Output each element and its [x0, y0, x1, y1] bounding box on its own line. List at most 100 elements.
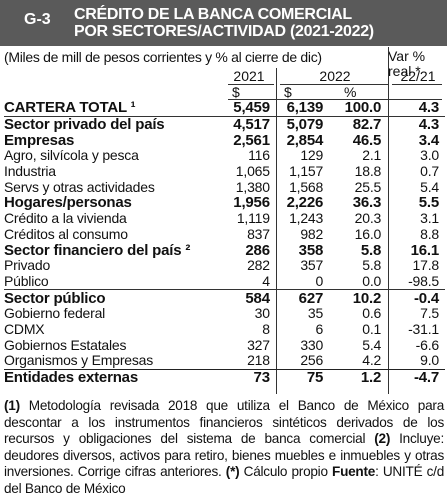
value-var: -6.6 — [415, 336, 440, 353]
note-2-mark: (2) — [374, 431, 391, 447]
value-pct: 4.2 — [362, 352, 382, 369]
table-row: Crédito a la vivienda 1,119 1,243 20.3 3.1 — [4, 211, 445, 227]
note-3-text: Cálculo propio — [239, 464, 333, 480]
row-label: Gobierno federal — [4, 305, 106, 322]
value-2021: 73 — [218, 368, 272, 386]
row-label: Entidades externas — [4, 368, 219, 386]
title-line-1: CRÉDITO DE LA BANCA COMERCIAL — [74, 6, 352, 23]
value-2021: 1,380 — [235, 178, 270, 195]
value-2021: 1,956 — [233, 194, 270, 212]
table-row: Público 4 0 0.0 -98.5 — [4, 272, 445, 290]
col-divider-1 — [276, 68, 277, 394]
value-pct: 5.8 — [360, 241, 382, 259]
value-2022: 982 — [300, 225, 324, 242]
value-var: 3.0 — [420, 147, 439, 164]
row-label: Sector público — [4, 289, 219, 306]
row-label: Créditos al consumo — [4, 225, 128, 242]
rule-2022 — [280, 84, 388, 85]
value-2022: 358 — [298, 241, 324, 259]
row-label: Hogares/personas — [4, 194, 132, 212]
value-2021: 5,459 — [233, 99, 270, 117]
value-2021: 4 — [262, 272, 270, 289]
note-1-text: Metodología revisada 2018 que utiliza el… — [4, 398, 444, 447]
value-var: 3.1 — [420, 210, 439, 227]
value-2022: 75 — [271, 368, 326, 386]
source-label: Fuente — [332, 464, 376, 480]
note-3-mark: (*) — [225, 464, 240, 480]
row-label: Sector financiero del país ² — [4, 241, 191, 259]
value-pct: 20.3 — [354, 210, 382, 227]
table-row: CDMX 8 6 0.1 -31.1 — [4, 322, 445, 338]
value-2021: 1,065 — [235, 163, 270, 180]
value-2022: 6,139 — [286, 99, 324, 117]
value-var: 16.1 — [410, 241, 440, 259]
table-title: CRÉDITO DE LA BANCA COMERCIAL POR SECTOR… — [74, 6, 374, 40]
value-2021: 837 — [247, 225, 270, 242]
value-var: 9.0 — [420, 352, 439, 369]
table-row: Sector privado del país 4,517 5,079 82.7 4.3 — [4, 115, 445, 133]
value-pct: 2.1 — [362, 147, 382, 164]
var-label-line-2: real * — [388, 63, 421, 79]
value-var: 5.4 — [420, 178, 439, 195]
value-pct: 0.6 — [362, 305, 382, 322]
value-2021: 8 — [262, 320, 270, 337]
table-row: Hogares/personas 1,956 2,226 36.3 5.5 — [4, 195, 445, 211]
year-var: 22/21 — [400, 68, 436, 84]
var-column-label: Var % real * — [388, 49, 444, 79]
value-2022: 129 — [300, 147, 324, 164]
value-2021: 584 — [218, 289, 272, 306]
note-2-text: Incluye: deudores diversos, activos para… — [4, 431, 444, 480]
value-2021: 30 — [254, 305, 270, 322]
table-row: Servs y otras actividades 1,380 1,568 25.5 5… — [4, 179, 445, 195]
row-label: Público — [4, 272, 49, 289]
value-2021: 1,119 — [236, 210, 270, 227]
value-2021: 327 — [247, 336, 270, 353]
value-pct: 18.8 — [354, 163, 382, 180]
row-label: Agro, silvícola y pesca — [4, 147, 139, 164]
table-row: Entidades externas 73 75 1.2 -4.7 — [4, 368, 445, 386]
row-label: Privado — [4, 257, 51, 274]
value-pct: 46.5 — [352, 131, 382, 149]
table-row: Sector público 584 627 10.2 -0.4 — [4, 289, 445, 306]
value-var: 5.5 — [418, 194, 439, 212]
unit-2022: $ — [284, 84, 292, 100]
row-label: Sector privado del país — [4, 115, 219, 133]
value-pct: 16.0 — [354, 225, 382, 242]
value-pct: 0.1 — [362, 320, 382, 337]
value-2022: 2,226 — [286, 194, 324, 212]
value-2021: 2,561 — [233, 131, 270, 149]
value-2022: 330 — [300, 336, 324, 353]
value-2022: 357 — [300, 257, 324, 274]
rule-units — [228, 99, 442, 100]
table-header: G-3 CRÉDITO DE LA BANCA COMERCIAL POR SE… — [0, 0, 447, 46]
table-row: Empresas 2,561 2,854 46.5 3.4 — [4, 132, 445, 148]
value-var: 8.8 — [420, 225, 439, 242]
value-2022: 1,568 — [289, 178, 324, 195]
value-var: 4.3 — [418, 99, 439, 117]
value-2021: 282 — [247, 257, 270, 274]
value-var: 7.5 — [420, 305, 439, 322]
value-var: -31.1 — [408, 320, 439, 337]
row-label: CARTERA TOTAL ¹ — [4, 99, 136, 117]
table-row: Agro, silvícola y pesca 116 129 2.1 3.0 — [4, 148, 445, 164]
value-2022: 2,854 — [286, 131, 324, 149]
value-2021: 218 — [247, 352, 270, 369]
value-var: -4.7 — [385, 368, 445, 386]
value-var: 0.7 — [420, 163, 439, 180]
unit-2021: $ — [232, 84, 240, 100]
units-note: (Miles de mill de pesos corrientes y % a… — [4, 49, 322, 65]
value-var: 3.4 — [418, 131, 439, 149]
value-pct: 82.7 — [325, 115, 386, 133]
row-label: Organismos y Empresas — [4, 352, 154, 369]
year-2021: 2021 — [233, 68, 265, 84]
credit-table: CARTERA TOTAL ¹ 5,459 6,139 100.0 4.3 Sector … — [4, 99, 445, 386]
row-label: Empresas — [4, 131, 75, 149]
value-pct: 5.8 — [362, 257, 382, 274]
table-row: Industria 1,065 1,157 18.8 0.7 — [4, 164, 445, 180]
value-2022: 627 — [271, 289, 326, 306]
table-row: Sector financiero del país ² 286 358 5.8 16.… — [4, 242, 445, 258]
year-2022: 2022 — [319, 68, 351, 84]
source-text: : UNITÉ c/d del Banco de México — [4, 464, 445, 496]
row-label: Servs y otras actividades — [4, 178, 155, 195]
table-code: G-3 — [24, 11, 51, 28]
